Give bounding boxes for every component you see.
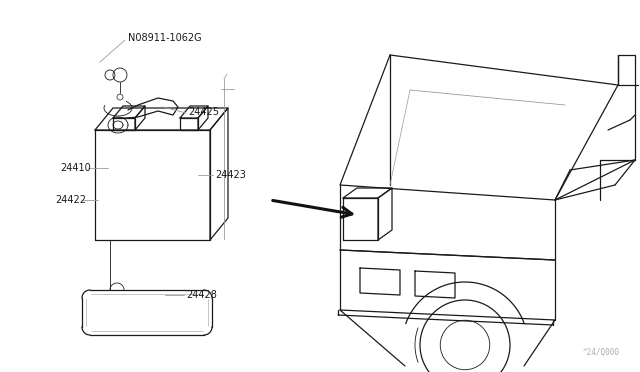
Text: 24422: 24422 <box>55 195 86 205</box>
Text: N08911-1062G: N08911-1062G <box>128 33 202 43</box>
Text: 24425: 24425 <box>188 107 219 117</box>
Text: 24410: 24410 <box>60 163 91 173</box>
Text: 24423: 24423 <box>215 170 246 180</box>
Text: 24428: 24428 <box>186 290 217 300</box>
Text: ^24/Q000: ^24/Q000 <box>583 347 620 356</box>
